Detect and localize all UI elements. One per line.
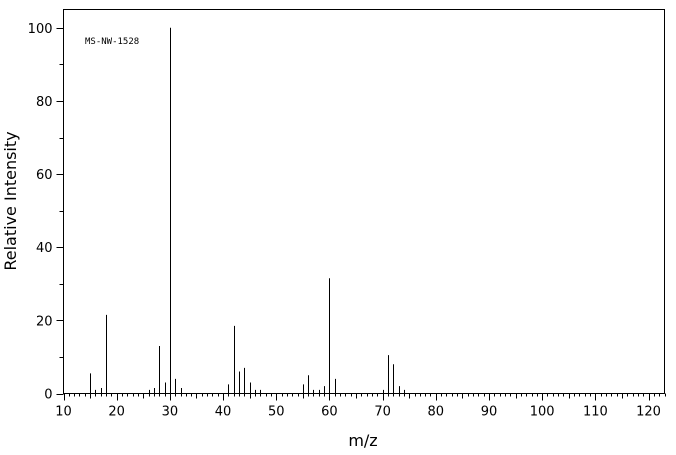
y-axis-ticks: 0 20 40 60 80 100 [28,22,64,403]
x-tick-label: 120 [636,405,661,420]
x-tick-label: 20 [108,405,125,420]
y-tick-label: 80 [36,95,53,110]
plot-frame [63,9,665,394]
y-tick-label: 100 [28,22,53,37]
x-tick-label: 30 [162,405,179,420]
y-axis-title: Relative Intensity [1,131,20,270]
y-tick-label: 0 [44,388,52,403]
x-tick-label: 10 [55,405,72,420]
x-axis-title: m/z [348,431,377,450]
x-tick-label: 110 [583,405,608,420]
y-tick-label: 20 [36,314,53,329]
x-axis-ticks: 10 20 30 40 50 60 70 80 90 100 110 120 [55,393,666,420]
spectrum-peaks [90,27,405,394]
spectrum-id-annotation: MS-NW-1528 [85,37,139,47]
y-tick-label: 60 [36,168,53,183]
x-tick-label: 50 [268,405,285,420]
x-tick-label: 80 [428,405,445,420]
x-tick-label: 40 [215,405,232,420]
x-tick-label: 70 [374,405,391,420]
x-tick-label: 100 [530,405,555,420]
y-tick-label: 40 [36,241,53,256]
x-tick-label: 90 [481,405,498,420]
x-tick-label: 60 [321,405,338,420]
